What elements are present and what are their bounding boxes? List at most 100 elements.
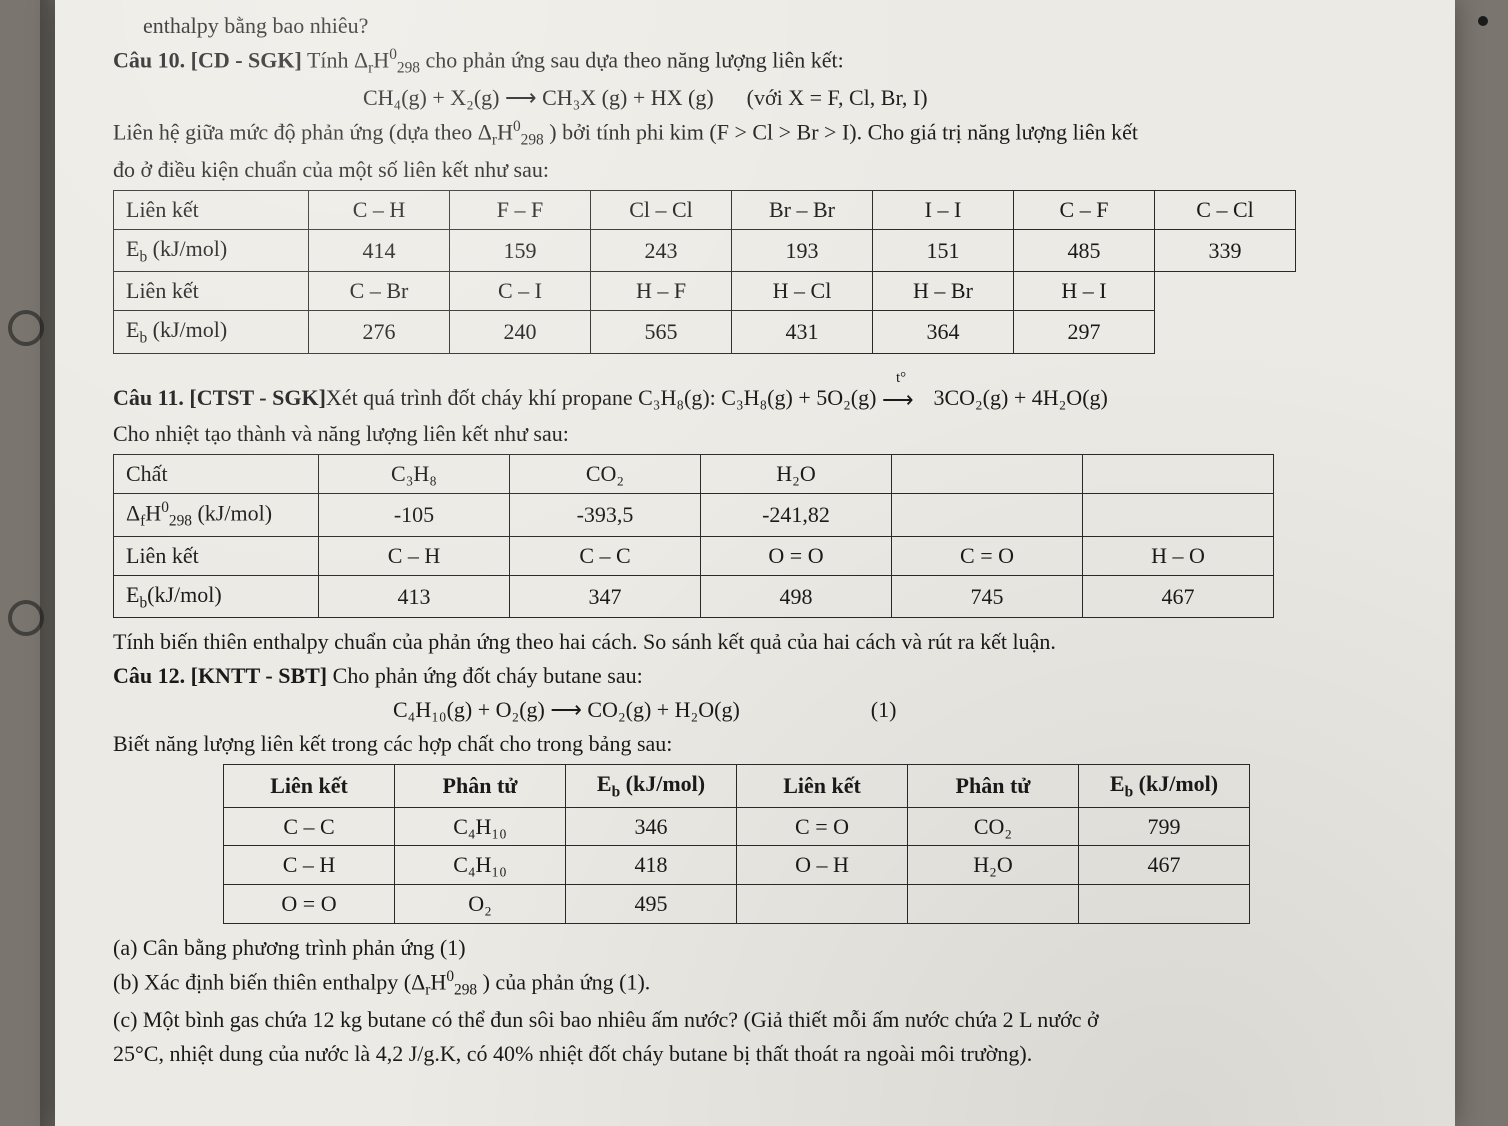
- table-row: Eb(kJ/mol) 413 347 498 745 467: [114, 575, 1274, 618]
- q12-b: (b) Xác định biến thiên enthalpy (ΔrH029…: [113, 966, 1417, 1002]
- q12-equation: C₄H₁₀(g) + O₂(g) ⟶ CO₂(g) + H₂O(g) (1): [113, 694, 1417, 726]
- cell: 159: [450, 229, 591, 272]
- table-row: Eb (kJ/mol) 414 159 243 193 151 485 339: [114, 229, 1296, 272]
- table-row: ΔfH0298 (kJ/mol) -105 -393,5 -241,82: [114, 493, 1274, 536]
- cell: [1079, 885, 1250, 924]
- cell: 485: [1014, 229, 1155, 272]
- cell: Phân tử: [395, 764, 566, 807]
- q10-eq-right: CH₃X (g) + HX (g): [537, 85, 714, 110]
- q10-table: Liên kết C – H F – F Cl – Cl Br – Br I –…: [113, 190, 1296, 354]
- q10-H: H: [373, 47, 389, 72]
- binder-ring: [8, 310, 44, 346]
- cell: 243: [591, 229, 732, 272]
- cell: H₂O: [701, 454, 892, 493]
- q11-line2: Cho nhiệt tạo thành và năng lượng liên k…: [113, 418, 1417, 450]
- q12-b-298: 298: [454, 982, 477, 999]
- table-row: C – H C₄H₁₀ 418 O – H H₂O 467: [224, 846, 1250, 885]
- cell: C – H: [319, 536, 510, 575]
- cell: 498: [701, 575, 892, 618]
- cell: Cl – Cl: [591, 190, 732, 229]
- table-row: Liên kết Phân tử Eb (kJ/mol) Liên kết Ph…: [224, 764, 1250, 807]
- q12-b-pre: (b) Xác định biến thiên enthalpy (Δ: [113, 969, 425, 994]
- table-row: O = O O₂ 495: [224, 885, 1250, 924]
- document-page: enthalpy bằng bao nhiêu? Câu 10. [CD - S…: [55, 0, 1455, 1126]
- cell: C – H: [224, 846, 395, 885]
- cell: C = O: [892, 536, 1083, 575]
- q12-b-tail: ) của phản ứng (1).: [477, 969, 650, 994]
- cell: Liên kết: [114, 536, 319, 575]
- q10-l1-298: 298: [521, 132, 544, 149]
- cell: C – C: [510, 536, 701, 575]
- q12-c-line1: (c) Một bình gas chứa 12 kg butane có th…: [113, 1004, 1417, 1036]
- q11-footer: Tính biến thiên enthalpy chuẩn của phản …: [113, 626, 1417, 658]
- cell: -105: [319, 493, 510, 536]
- cell: -393,5: [510, 493, 701, 536]
- reaction-arrow-icon: t° ⟶: [882, 384, 928, 416]
- cell: CO₂: [908, 807, 1079, 846]
- q11-text-a: Xét quá trình đốt cháy khí propane C₃H₈(…: [326, 385, 882, 410]
- cell-empty: [1155, 272, 1296, 311]
- q10-eq-left: CH₄(g) + X₂(g): [363, 85, 505, 110]
- q11-text-b: 3CO₂(g) + 4H₂O(g): [933, 385, 1107, 410]
- q11-table: Chất C₃H₈ CO₂ H₂O ΔfH0298 (kJ/mol) -105 …: [113, 454, 1274, 619]
- cell: Eb (kJ/mol): [114, 311, 309, 354]
- cell: C – F: [1014, 190, 1155, 229]
- cell: C – I: [450, 272, 591, 311]
- cell: H – Cl: [732, 272, 873, 311]
- cell: H – O: [1083, 536, 1274, 575]
- cell: ΔfH0298 (kJ/mol): [114, 493, 319, 536]
- cell: C – C: [224, 807, 395, 846]
- cell: 414: [309, 229, 450, 272]
- q10-l2: ) bởi tính phi kim (F > Cl > Br > I). Ch…: [544, 119, 1138, 144]
- q12-a: (a) Cân bằng phương trình phản ứng (1): [113, 932, 1417, 964]
- cell: [892, 454, 1083, 493]
- cell: Eb (kJ/mol): [114, 229, 309, 272]
- q10-label: Câu 10. [CD - SGK]: [113, 47, 302, 72]
- cell: Liên kết: [114, 190, 309, 229]
- q10-text-a: Tính Δ: [302, 47, 368, 72]
- cell: 799: [1079, 807, 1250, 846]
- q12-eq: C₄H₁₀(g) + O₂(g) ⟶ CO₂(g) + H₂O(g): [393, 697, 740, 722]
- table-row: Liên kết C – Br C – I H – F H – Cl H – B…: [114, 272, 1296, 311]
- table-row: Eb (kJ/mol) 276 240 565 431 364 297: [114, 311, 1296, 354]
- cell: C – Cl: [1155, 190, 1296, 229]
- q10-lienhe: Liên hệ giữa mức độ phản ứng (dựa theo Δ…: [113, 116, 1417, 152]
- right-arrow-icon: ⟶: [505, 85, 537, 110]
- cell: 364: [873, 311, 1014, 354]
- cell: C₄H₁₀: [395, 807, 566, 846]
- q10-sup-0: 0: [389, 46, 397, 63]
- cell: 413: [319, 575, 510, 618]
- cell: [737, 885, 908, 924]
- q12-text: Cho phản ứng đốt cháy butane sau:: [327, 663, 643, 688]
- q10-sub-298: 298: [397, 60, 420, 77]
- cell: 745: [892, 575, 1083, 618]
- q11-label: Câu 11. [CTST - SGK]: [113, 385, 326, 410]
- cell: C = O: [737, 807, 908, 846]
- cell: Eb(kJ/mol): [114, 575, 319, 618]
- q12-b-H: H: [430, 969, 446, 994]
- cell: H₂O: [908, 846, 1079, 885]
- cell: F – F: [450, 190, 591, 229]
- cell: -241,82: [701, 493, 892, 536]
- corner-mark: [1478, 16, 1488, 26]
- cell: [1083, 493, 1274, 536]
- cell: 193: [732, 229, 873, 272]
- q12-label: Câu 12. [KNTT - SBT]: [113, 663, 327, 688]
- cell: CO₂: [510, 454, 701, 493]
- cell: 565: [591, 311, 732, 354]
- cell: O = O: [224, 885, 395, 924]
- q12-b-sup: 0: [446, 968, 454, 985]
- q12-table: Liên kết Phân tử Eb (kJ/mol) Liên kết Ph…: [223, 764, 1250, 924]
- cell: 467: [1083, 575, 1274, 618]
- table-row: Liên kết C – H F – F Cl – Cl Br – Br I –…: [114, 190, 1296, 229]
- cell: H – I: [1014, 272, 1155, 311]
- cell: Liên kết: [737, 764, 908, 807]
- cell: 297: [1014, 311, 1155, 354]
- q12-c-line2: 25°C, nhiệt dung của nước là 4,2 J/g.K, …: [113, 1038, 1417, 1070]
- q12-eq-num: (1): [871, 697, 897, 722]
- cell: Br – Br: [732, 190, 873, 229]
- cell-empty: [1155, 311, 1296, 354]
- cell: Liên kết: [114, 272, 309, 311]
- cell: Eb (kJ/mol): [1079, 764, 1250, 807]
- cell: 240: [450, 311, 591, 354]
